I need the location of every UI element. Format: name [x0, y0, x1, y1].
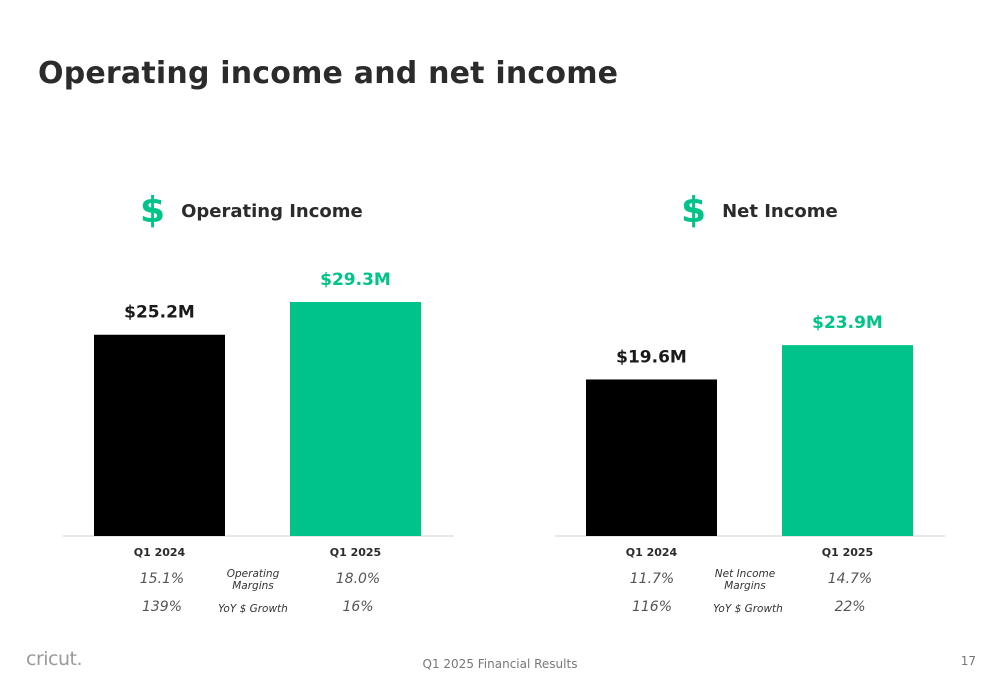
net-income-margins-label: Net Income Margins — [714, 568, 776, 592]
operating-margin-q1-2025: 18.0% — [335, 571, 381, 587]
bar-q1-2025 — [782, 345, 913, 536]
net-income-header: $ Net Income — [681, 193, 838, 229]
data-label: $25.2M — [124, 303, 195, 323]
data-label: $29.3M — [320, 270, 391, 290]
net-yoy-q1-2025: 22% — [834, 599, 866, 615]
operating-yoy-q1-2025: 16% — [342, 599, 374, 615]
x-tick-label: Q1 2024 — [626, 546, 678, 559]
bar-q1-2024 — [586, 379, 717, 536]
net-yoy-q1-2024: 116% — [631, 599, 673, 615]
footer-text: Q1 2025 Financial Results — [422, 657, 578, 671]
net-margin-q1-2025: 14.7% — [827, 571, 873, 587]
bar-q1-2024 — [94, 334, 225, 536]
x-tick-label: Q1 2024 — [134, 546, 186, 559]
x-tick-label: Q1 2025 — [330, 546, 381, 559]
data-label: $23.9M — [812, 313, 883, 333]
operating-income-title: Operating Income — [181, 200, 363, 222]
operating-income-header: $ Operating Income — [140, 193, 363, 229]
data-label: $19.6M — [616, 347, 687, 367]
dollar-icon: $ — [140, 190, 166, 231]
operating-margins-label: Operating Margins — [226, 568, 280, 592]
operating-yoy-q1-2024: 139% — [141, 599, 183, 615]
operating-yoy-label: YoY $ Growth — [218, 603, 288, 615]
page-number: 17 — [960, 654, 976, 668]
dollar-icon: $ — [681, 190, 707, 231]
net-yoy-label: YoY $ Growth — [713, 603, 783, 615]
net-margin-q1-2024: 11.7% — [629, 571, 675, 587]
x-tick-label: Q1 2025 — [822, 546, 873, 559]
cricut-logo: cricut. — [26, 648, 83, 670]
bar-q1-2025 — [290, 302, 421, 536]
operating-margin-q1-2024: 15.1% — [139, 571, 185, 587]
page-title: Operating income and net income — [38, 56, 619, 91]
net-income-title: Net Income — [722, 200, 838, 222]
